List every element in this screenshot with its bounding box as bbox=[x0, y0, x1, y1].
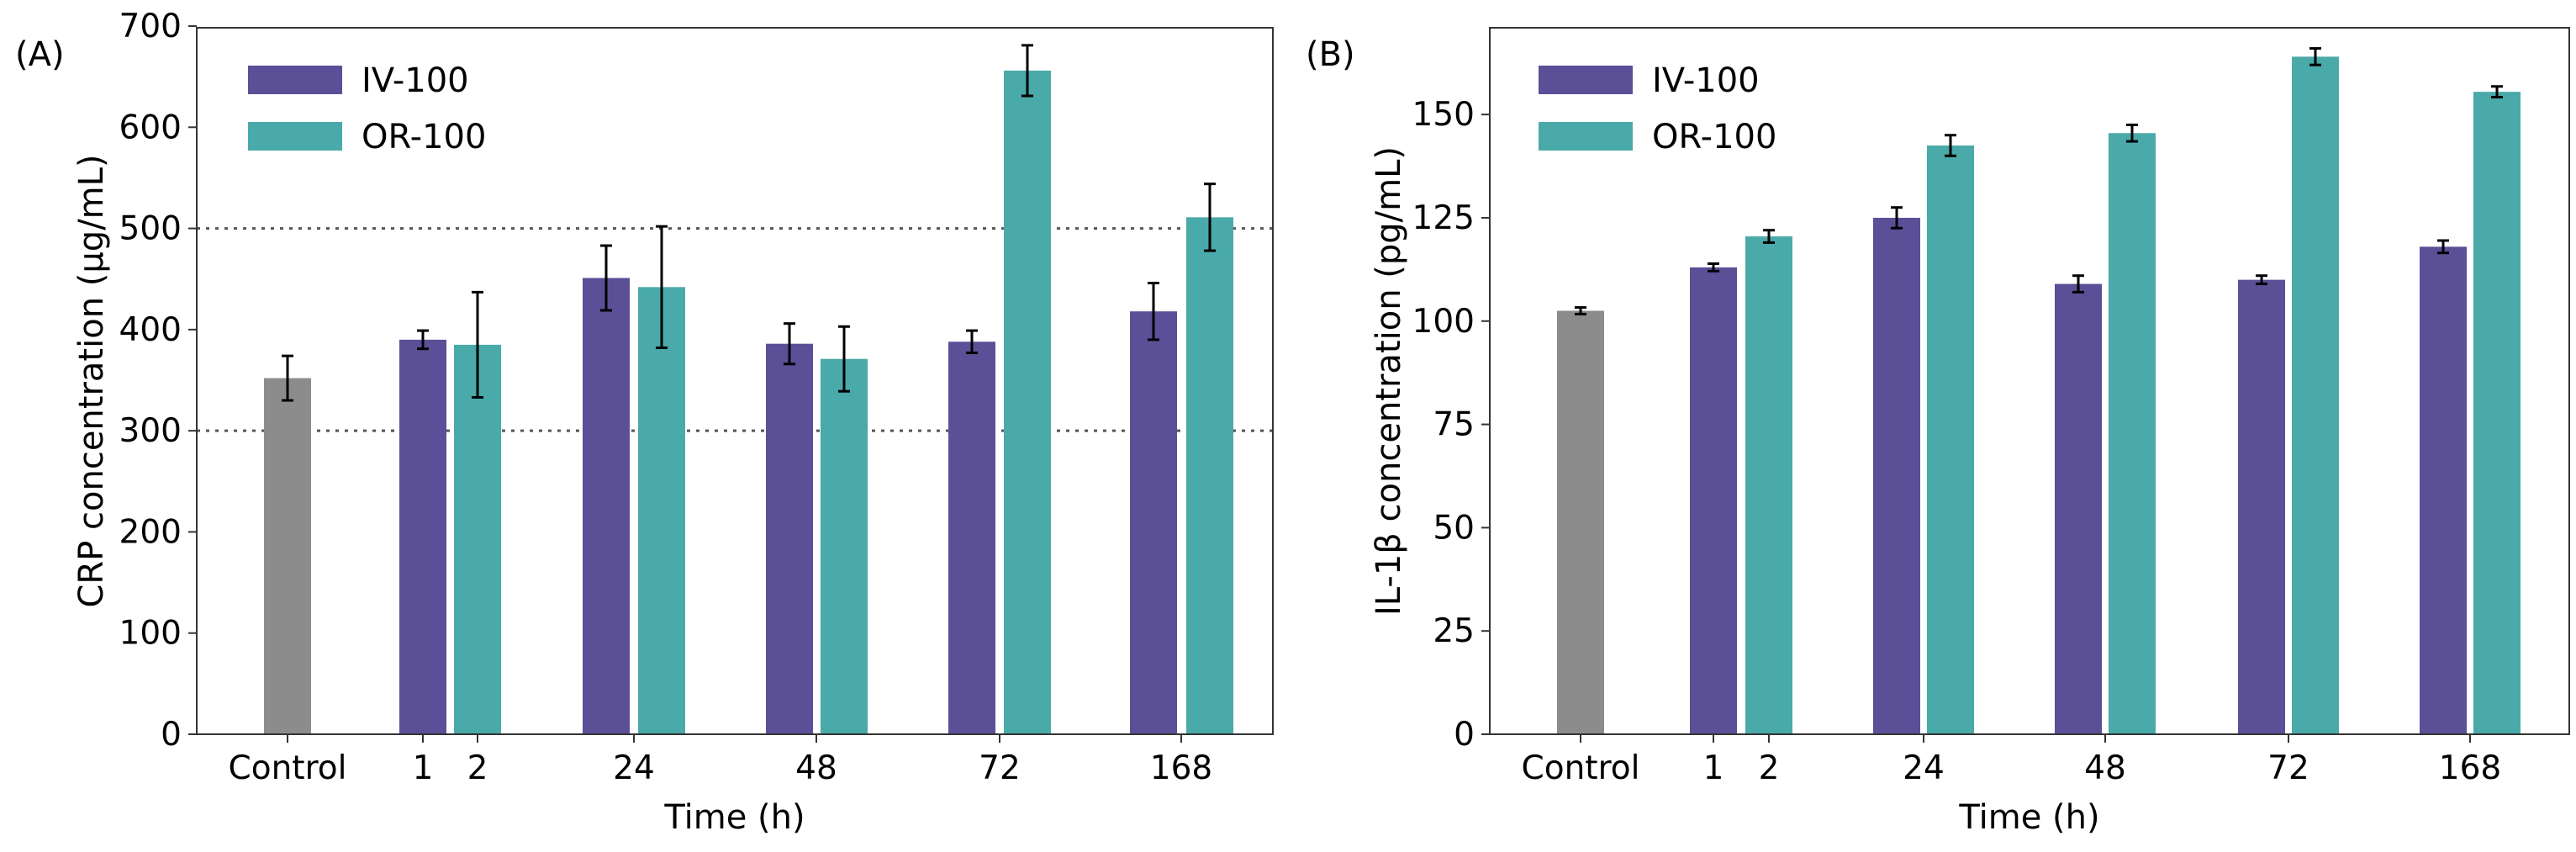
bar-iv-100-1 bbox=[399, 339, 446, 734]
bar-or-100-24 bbox=[638, 287, 685, 735]
y-tick-label: 700 bbox=[119, 8, 182, 45]
bar-iv-100-24 bbox=[1873, 217, 1920, 734]
panel-b-x-ticks: Control 1 2 24 48 72 168 bbox=[1522, 734, 2501, 787]
legend-swatch-iv-100 bbox=[1539, 66, 1633, 94]
panel-b-y-axis-label: IL-1β concentration (pg/mL) bbox=[1370, 146, 1408, 616]
panel-b-plot-frame bbox=[1489, 27, 2570, 735]
legend-swatch-or-100 bbox=[1539, 122, 1633, 151]
panel-a-plot-frame bbox=[196, 27, 1274, 735]
panel-b-x-axis-label: Time (h) bbox=[1958, 798, 2099, 837]
panel-a-x-axis-label: Time (h) bbox=[663, 798, 805, 837]
bar-iv-100-48 bbox=[2055, 283, 2102, 734]
y-tick-label: 150 bbox=[1412, 96, 1475, 134]
x-tick-label: 1 bbox=[1703, 749, 1724, 787]
bar-or-100-2 bbox=[1745, 236, 1792, 734]
y-tick-label: 500 bbox=[119, 210, 182, 248]
x-tick-label: 1 bbox=[413, 749, 434, 787]
bar-iv-100-1 bbox=[1690, 267, 1737, 734]
y-tick-label: 75 bbox=[1433, 406, 1475, 444]
legend-label-iv-100: IV-100 bbox=[362, 61, 469, 100]
y-tick-label: 0 bbox=[161, 716, 182, 754]
panel-b-y-ticks: 0 25 50 75 100 125 150 bbox=[1412, 96, 1490, 754]
legend-swatch-or-100 bbox=[248, 122, 342, 151]
x-tick-label: 168 bbox=[2439, 749, 2501, 787]
bar-iv-100-72 bbox=[2238, 279, 2285, 734]
panel-a-bars bbox=[264, 44, 1233, 735]
panel-a-label: (A) bbox=[15, 35, 65, 74]
bar-or-100-168 bbox=[1186, 217, 1233, 734]
legend-swatch-iv-100 bbox=[248, 66, 342, 94]
bar-control-control bbox=[264, 378, 311, 734]
x-tick-label: 48 bbox=[2084, 749, 2126, 787]
bar-control-control bbox=[1557, 310, 1604, 734]
bar-or-100-24 bbox=[1927, 146, 1974, 734]
bar-or-100-48 bbox=[2109, 133, 2156, 734]
panel-a-y-ticks: 0 100 200 300 400 500 600 700 bbox=[119, 8, 197, 754]
bar-iv-100-168 bbox=[2420, 246, 2467, 734]
y-tick-label: 100 bbox=[1412, 303, 1475, 341]
y-tick-label: 300 bbox=[119, 412, 182, 450]
x-tick-label: 24 bbox=[613, 749, 655, 787]
bar-or-100-168 bbox=[2473, 92, 2521, 734]
y-tick-label: 200 bbox=[119, 513, 182, 551]
panel-b-bars bbox=[1557, 47, 2521, 734]
y-tick-label: 0 bbox=[1454, 716, 1475, 754]
x-tick-label: 72 bbox=[2267, 749, 2309, 787]
bar-iv-100-48 bbox=[766, 343, 813, 734]
x-tick-label: 2 bbox=[1759, 749, 1780, 787]
x-tick-label: 168 bbox=[1150, 749, 1212, 787]
bar-iv-100-72 bbox=[948, 341, 995, 734]
panel-a-legend: IV-100 OR-100 bbox=[248, 61, 486, 156]
x-tick-label: Control bbox=[1522, 749, 1640, 787]
x-tick-label: 24 bbox=[1903, 749, 1945, 787]
panel-a: (A) 0 100 200 300 400 500 600 700 Control 1 2 24 48… bbox=[15, 8, 1274, 837]
y-tick-label: 50 bbox=[1433, 509, 1475, 547]
legend-label-iv-100: IV-100 bbox=[1652, 61, 1760, 100]
panel-b-legend: IV-100 OR-100 bbox=[1539, 61, 1776, 156]
bar-or-100-2 bbox=[454, 344, 501, 734]
y-tick-label: 25 bbox=[1433, 612, 1475, 650]
x-tick-label: 72 bbox=[979, 749, 1021, 787]
y-tick-label: 125 bbox=[1412, 199, 1475, 237]
bar-or-100-48 bbox=[821, 358, 868, 734]
legend-label-or-100: OR-100 bbox=[362, 118, 486, 156]
panel-a-x-ticks: Control 1 2 24 48 72 168 bbox=[229, 734, 1212, 787]
legend-label-or-100: OR-100 bbox=[1652, 118, 1776, 156]
bar-or-100-72 bbox=[2292, 56, 2339, 734]
bar-or-100-72 bbox=[1004, 70, 1051, 734]
y-tick-label: 100 bbox=[119, 615, 182, 653]
bar-iv-100-168 bbox=[1130, 311, 1177, 734]
panel-a-y-axis-label: CRP concentration (µg/mL) bbox=[72, 154, 111, 607]
x-tick-label: 2 bbox=[467, 749, 488, 787]
y-tick-label: 400 bbox=[119, 311, 182, 349]
y-tick-label: 600 bbox=[119, 108, 182, 146]
panel-b-label: (B) bbox=[1306, 35, 1355, 74]
x-tick-label: 48 bbox=[795, 749, 837, 787]
x-tick-label: Control bbox=[229, 749, 347, 787]
panel-a-reference-lines bbox=[197, 227, 1273, 432]
bar-iv-100-24 bbox=[583, 278, 630, 734]
